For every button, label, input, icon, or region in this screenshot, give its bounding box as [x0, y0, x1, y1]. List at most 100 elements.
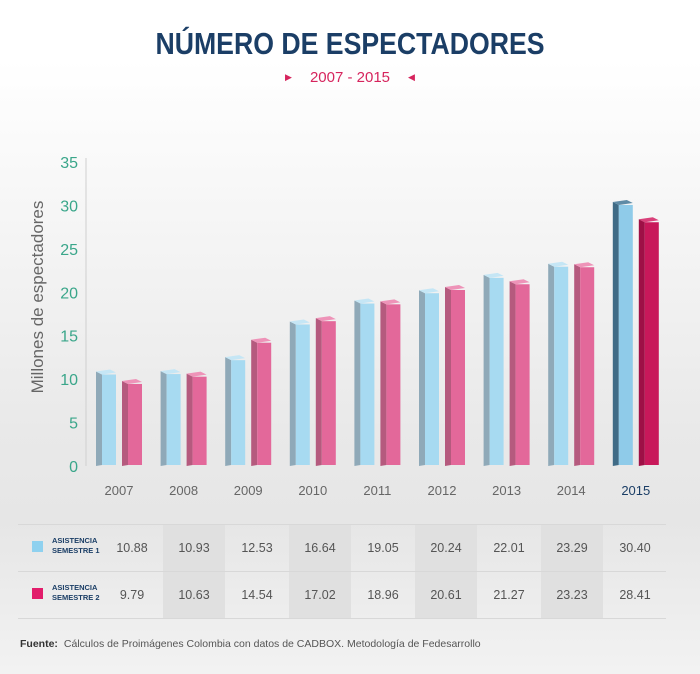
bar-semestre-2 — [445, 284, 465, 466]
table-cell: 23.23 — [541, 572, 603, 618]
table-cell: 20.24 — [415, 525, 477, 571]
bar-semestre-1-top — [483, 272, 504, 278]
x-tick-label: 2007 — [105, 483, 134, 498]
bar-semestre-2-side — [122, 380, 128, 466]
legend-label-semestre-1: ASISTENCIA SEMESTRE 1 — [52, 536, 116, 556]
bar-semestre-1-top — [289, 319, 310, 325]
bar-semestre-1-top — [548, 261, 569, 267]
bar-semestre-1 — [419, 288, 439, 466]
bar-semestre-1-top — [419, 288, 439, 294]
page-title: NÚMERO DE ESPECTADORES — [155, 26, 545, 61]
bar-semestre-2-top — [638, 217, 659, 223]
table-cell: 12.53 — [241, 541, 273, 555]
table-cell: 18.96 — [367, 588, 399, 602]
bar-semestre-1-front — [554, 266, 569, 465]
bar-semestre-1 — [225, 355, 246, 466]
bar-semestre-2-front — [321, 321, 336, 465]
table-cell: 21.27 — [493, 588, 525, 602]
x-tick-label: 2009 — [234, 483, 263, 498]
bar-semestre-2-top — [574, 262, 595, 268]
bar-semestre-1-side — [483, 274, 490, 466]
bar-semestre-2-front — [451, 289, 465, 465]
table-row: ASISTENCIA SEMESTRE 1 10.88 10.93 12.53 … — [18, 524, 666, 572]
y-tick-label: 0 — [69, 459, 78, 476]
bar-semestre-1-side — [612, 201, 619, 466]
bar-semestre-2-side — [509, 281, 516, 466]
bar-semestre-2 — [251, 337, 272, 466]
bar-semestre-2-side — [186, 373, 193, 466]
triangle-right-icon: ▶ — [285, 72, 292, 82]
bar-semestre-2-side — [251, 339, 258, 466]
table-cell: 20.61 — [415, 572, 477, 618]
bar-semestre-1-side — [548, 263, 555, 466]
bar-semestre-2 — [315, 316, 336, 466]
bar-semestre-2 — [380, 299, 401, 466]
bar-semestre-1-front — [231, 360, 246, 465]
bar-semestre-1 — [612, 199, 633, 466]
x-tick-label: 2015 — [621, 483, 650, 498]
bar-semestre-1 — [483, 272, 504, 466]
table-cell: 10.63 — [163, 572, 225, 618]
bar-semestre-2 — [186, 371, 207, 466]
bar-semestre-1-side — [96, 371, 102, 466]
legend-label-semestre-2: ASISTENCIA SEMESTRE 2 — [52, 583, 116, 603]
legend-label-line: ASISTENCIA — [52, 583, 98, 592]
legend-label-line: SEMESTRE 1 — [52, 546, 100, 555]
y-tick-label: 30 — [60, 198, 78, 215]
bar-semestre-1 — [96, 369, 116, 466]
legend-label-line: SEMESTRE 2 — [52, 593, 100, 602]
subtitle-text: 2007 - 2015 — [309, 69, 391, 86]
y-tick-label: 20 — [60, 285, 78, 302]
bar-semestre-2-front — [515, 284, 530, 465]
bar-semestre-2-front — [192, 376, 207, 465]
bar-semestre-2-side — [380, 301, 387, 466]
bar-semestre-2 — [122, 378, 142, 466]
subtitle: ▶ 2007 - 2015 ◀ — [0, 69, 700, 86]
bar-semestre-1-side — [160, 371, 167, 466]
bar-semestre-1-top — [96, 369, 116, 375]
bar-semestre-2-front — [257, 342, 272, 465]
bar-semestre-2 — [638, 217, 659, 466]
y-tick-label: 10 — [60, 372, 78, 389]
source-label: Fuente: — [20, 638, 58, 650]
source-text: Cálculos de Proimágenes Colombia con dat… — [63, 638, 481, 650]
bar-semestre-2-side — [638, 219, 645, 466]
bar-semestre-2-side — [445, 286, 451, 466]
bar-semestre-1-front — [295, 324, 310, 465]
bar-semestre-2-top — [445, 284, 465, 290]
bar-semestre-2-front — [644, 222, 659, 465]
bar-semestre-1 — [289, 319, 310, 466]
bar-semestre-1-front — [102, 374, 116, 465]
y-tick-label: 5 — [69, 416, 78, 433]
bar-semestre-1 — [160, 369, 181, 466]
bar-semestre-2-top — [186, 371, 207, 377]
legend-swatch-semestre-2 — [32, 588, 43, 599]
bar-semestre-2-top — [380, 299, 401, 305]
bar-semestre-1-front — [489, 277, 504, 465]
y-tick-label: 35 — [60, 155, 78, 172]
bar-semestre-2 — [509, 279, 530, 466]
bar-semestre-1-side — [419, 290, 425, 466]
bar-semestre-2-top — [122, 378, 142, 384]
bar-semestre-1-front — [425, 293, 439, 465]
table-row: ASISTENCIA SEMESTRE 2 9.79 10.63 14.54 1… — [18, 572, 666, 619]
x-tick-label: 2010 — [298, 483, 327, 498]
x-tick-label: 2011 — [363, 483, 391, 498]
bar-semestre-2-top — [315, 316, 336, 322]
bar-semestre-1-side — [225, 357, 232, 466]
bar-semestre-1-front — [360, 303, 375, 465]
table-cell: 9.79 — [119, 588, 145, 602]
y-tick-label: 25 — [60, 242, 78, 259]
triangle-left-icon: ◀ — [408, 72, 415, 82]
table-cell: 14.54 — [241, 588, 273, 602]
legend-label-line: ASISTENCIA — [52, 536, 98, 545]
table-cell: 30.40 — [619, 541, 651, 555]
bar-semestre-1 — [548, 261, 569, 466]
legend-swatch-semestre-1 — [32, 541, 43, 552]
bar-semestre-2-side — [574, 264, 581, 466]
table-cell: 16.64 — [289, 525, 351, 571]
bar-semestre-2-top — [251, 337, 272, 343]
table-cell: 23.29 — [541, 525, 603, 571]
bar-semestre-1-top — [225, 355, 246, 361]
bar-chart: 0 5 10 15 20 25 30 35 2007 2008 2009 2010 2011 2012 20… — [60, 155, 659, 498]
